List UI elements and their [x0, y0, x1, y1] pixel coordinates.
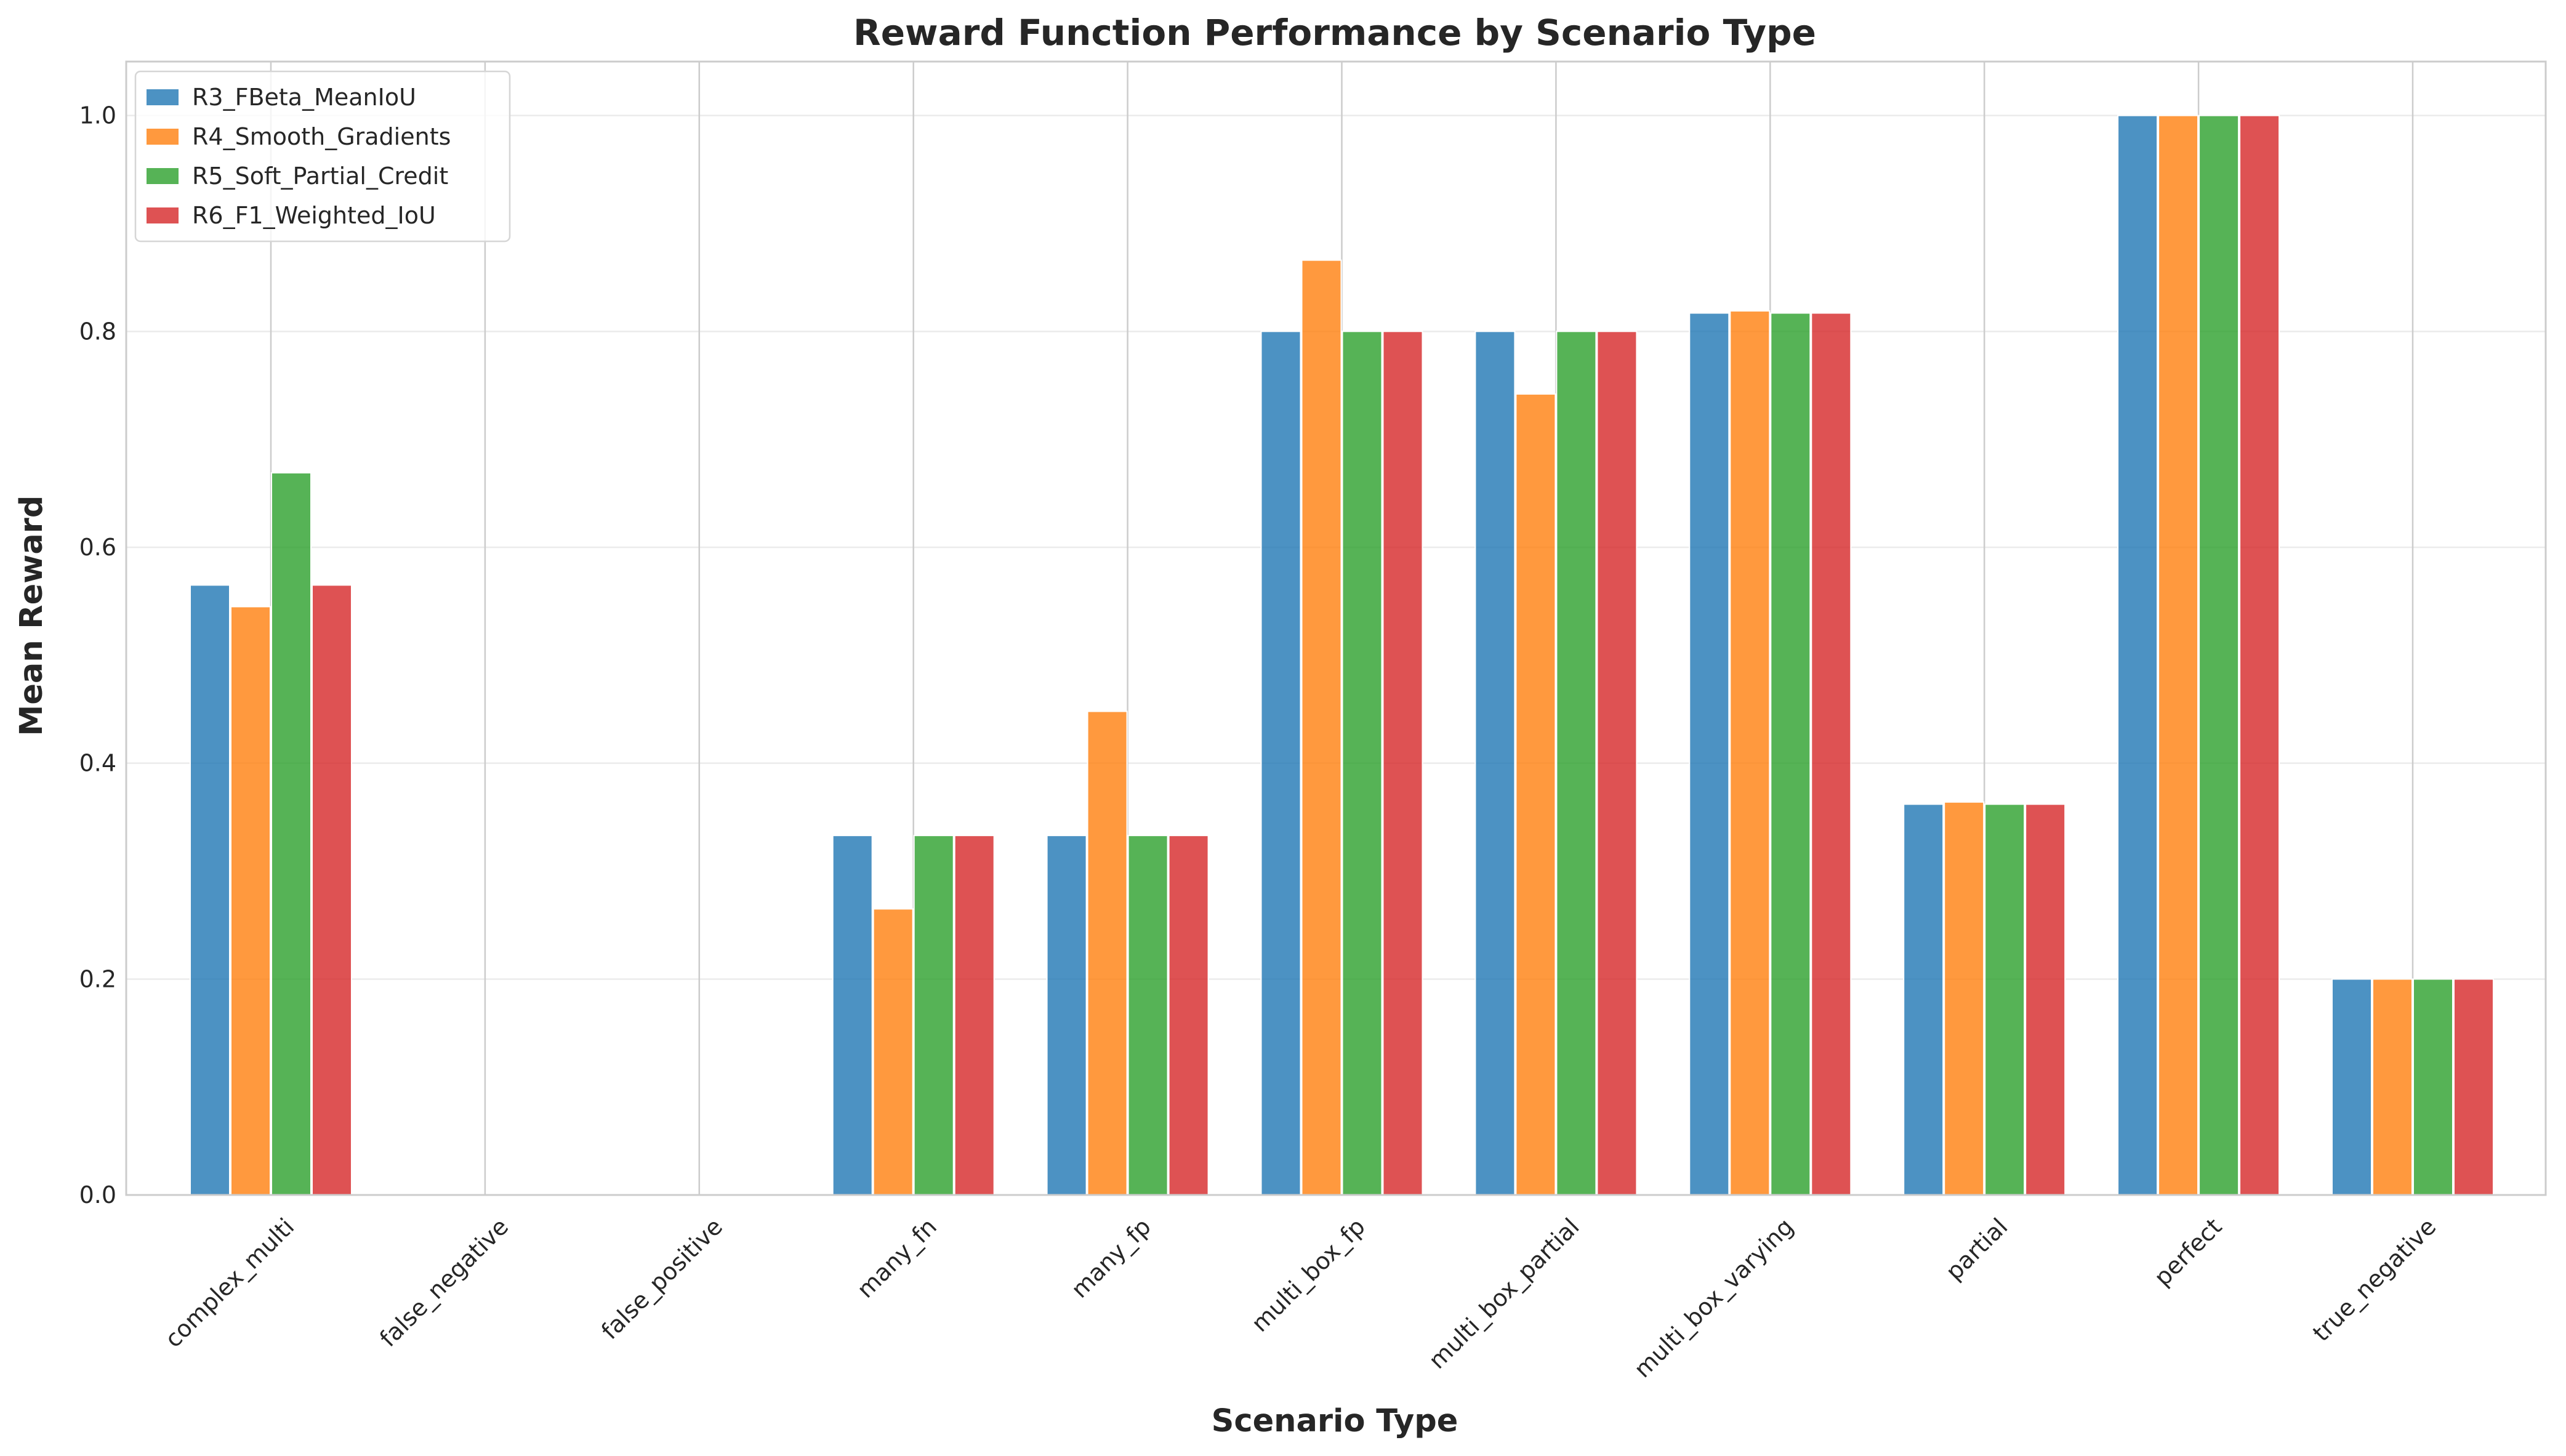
bar: [1474, 331, 1516, 1196]
legend-label: R3_FBeta_MeanIoU: [192, 84, 416, 111]
bar: [2158, 115, 2199, 1196]
bar: [1168, 835, 1209, 1196]
bar: [1811, 312, 1852, 1196]
bar: [2198, 115, 2240, 1196]
y-axis-label: Mean Reward: [14, 496, 50, 736]
bar: [1689, 312, 1730, 1196]
y-tick-label: 0.8: [79, 318, 116, 345]
bar: [1046, 835, 1087, 1196]
bar: [1087, 710, 1128, 1196]
bar: [1729, 310, 1771, 1196]
y-tick-labels: 0.0 0.2 0.4 0.6 0.8 1.0: [79, 102, 116, 1209]
y-tick-label: 0.4: [79, 750, 116, 777]
bar: [954, 835, 995, 1196]
bar: [1984, 803, 2025, 1196]
bar: [872, 908, 914, 1196]
legend-label: R6_F1_Weighted_IoU: [192, 202, 436, 229]
bar: [230, 606, 271, 1196]
y-tick-label: 0.0: [79, 1181, 116, 1209]
bar: [1382, 331, 1423, 1196]
bar: [2117, 115, 2158, 1196]
legend-box: [134, 70, 511, 243]
plot-frame: [125, 60, 2547, 1196]
legend: R3_FBeta_MeanIoU R4_Smooth_Gradients R5_So…: [134, 70, 511, 243]
bar: [2331, 978, 2372, 1196]
bar: [1596, 331, 1638, 1196]
bar: [913, 835, 954, 1196]
bar: [2025, 803, 2066, 1196]
bar: [2453, 978, 2494, 1196]
bar: [832, 835, 873, 1196]
bar: [271, 472, 312, 1196]
y-tick-label: 1.0: [79, 102, 116, 129]
legend-swatch: [147, 207, 179, 223]
bar: [1556, 331, 1597, 1196]
bar: [2413, 978, 2453, 1196]
bar: [2372, 978, 2413, 1196]
bar: [190, 584, 230, 1196]
y-tick-label: 0.2: [79, 965, 116, 992]
bar: [1944, 801, 1985, 1196]
chart-title: Reward Function Performance by Scenario …: [853, 12, 1816, 54]
bar: [1515, 393, 1556, 1196]
bar: [2239, 115, 2280, 1196]
legend-label: R5_Soft_Partial_Credit: [192, 163, 448, 190]
legend-swatch: [147, 129, 179, 145]
x-axis-label: Scenario Type: [1212, 1403, 1458, 1439]
y-tick-label: 0.6: [79, 534, 116, 561]
legend-swatch: [147, 168, 179, 184]
bar: [1260, 331, 1301, 1196]
bar: [1341, 331, 1383, 1196]
bar: [312, 584, 352, 1196]
legend-label: R4_Smooth_Gradients: [192, 123, 451, 150]
bar: [1127, 835, 1168, 1196]
bar: [1903, 803, 1944, 1196]
bar: [1770, 312, 1811, 1196]
legend-swatch: [147, 89, 179, 105]
bar: [1301, 259, 1342, 1196]
